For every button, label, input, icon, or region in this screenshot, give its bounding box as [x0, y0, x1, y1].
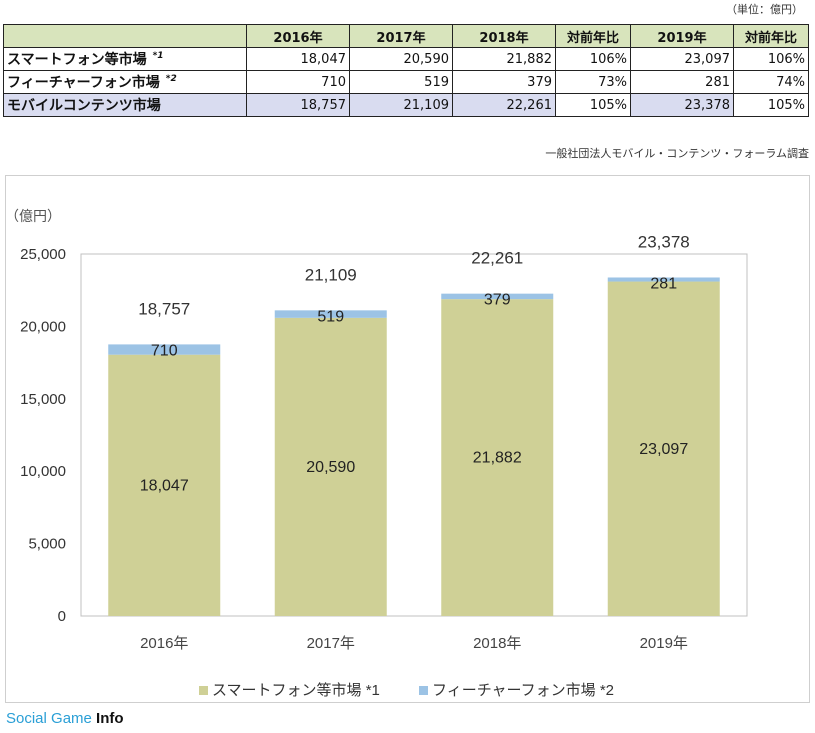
table-cell: 23,097	[630, 47, 734, 71]
x-tick-label: 2019年	[640, 635, 688, 652]
unit-note: （単位：億円）	[726, 3, 803, 16]
bar-smartphone	[607, 281, 720, 616]
table-cell: 18,047	[246, 47, 350, 71]
table-cell: 106%	[555, 47, 631, 71]
data-label-featurephone: 379	[484, 292, 511, 309]
table-cell: 281	[630, 70, 734, 94]
table-cell: 106%	[733, 47, 809, 71]
table-cell: 74%	[733, 70, 809, 94]
data-label-featurephone: 710	[151, 342, 178, 359]
data-label-total: 21,109	[305, 265, 357, 284]
legend-swatch-featurephone	[419, 686, 428, 695]
table-cell: 379	[452, 70, 556, 94]
row-label: スマートフォン等市場 *1	[3, 47, 247, 71]
y-axis-unit-label: （億円）	[6, 208, 61, 224]
table-cell: 21,882	[452, 47, 556, 71]
y-tick-label: 5,000	[28, 536, 66, 553]
x-tick-label: 2018年	[473, 635, 521, 652]
table-row-total: モバイルコンテンツ市場 18,757 21,109 22,261 105% 23…	[3, 93, 809, 117]
legend-label-featurephone: フィーチャーフォン市場 *2	[432, 682, 614, 699]
table-cell: 18,757	[246, 93, 350, 117]
table-cell: 105%	[733, 93, 809, 117]
row-label: フィーチャーフォン市場 *2	[3, 70, 247, 94]
table-header-blank	[3, 24, 247, 48]
table-header-2017: 2017年	[349, 24, 453, 48]
bar-featurephone	[607, 277, 720, 282]
y-tick-label: 25,000	[20, 246, 66, 263]
table-cell: 21,109	[349, 93, 453, 117]
data-label-total: 23,378	[638, 232, 690, 251]
data-label-featurephone: 281	[650, 275, 677, 292]
table-row: フィーチャーフォン市場 *2 710 519 379 73% 281 74%	[3, 70, 809, 94]
table-header-2016: 2016年	[246, 24, 350, 48]
x-tick-label: 2016年	[140, 635, 188, 652]
bar-featurephone	[274, 310, 387, 318]
bar-smartphone	[441, 299, 554, 616]
y-tick-label: 20,000	[20, 318, 66, 335]
stacked-bar-chart: （億円） 0 5,000 10,000 15,000 20,000 25,000 18,047…	[6, 208, 748, 699]
table-header-yoy-2019: 対前年比	[733, 24, 809, 48]
data-label-smartphone: 21,882	[473, 450, 522, 467]
data-label-smartphone: 23,097	[639, 441, 688, 458]
bar-featurephone	[108, 344, 221, 355]
table-header-2018: 2018年	[452, 24, 556, 48]
legend-swatch-smartphone	[199, 686, 208, 695]
table-row: スマートフォン等市場 *1 18,047 20,590 21,882 106% 2…	[3, 47, 809, 71]
chart-frame: （億円） 0 5,000 10,000 15,000 20,000 25,000 18,047…	[5, 175, 810, 703]
table-header-2019: 2019年	[630, 24, 734, 48]
source-note: 一般社団法人モバイル・コンテンツ・フォーラム調査	[545, 147, 809, 160]
data-label-smartphone: 18,047	[140, 477, 189, 494]
table-cell: 23,378	[630, 93, 734, 117]
bar-smartphone	[274, 317, 387, 616]
data-label-featurephone: 519	[317, 308, 344, 325]
table-cell: 710	[246, 70, 350, 94]
row-label: モバイルコンテンツ市場	[3, 93, 247, 117]
table-cell: 22,261	[452, 93, 556, 117]
market-table: 2016年 2017年 2018年 対前年比 2019年 対前年比 スマートフォ…	[3, 24, 809, 117]
table-header-yoy-2018: 対前年比	[555, 24, 631, 48]
y-tick-label: 15,000	[20, 391, 66, 408]
table-header-row: 2016年 2017年 2018年 対前年比 2019年 対前年比	[3, 24, 809, 48]
table-cell: 519	[349, 70, 453, 94]
data-label-smartphone: 20,590	[306, 459, 355, 476]
brand-logo: Social Game Info	[6, 710, 124, 727]
table-cell: 73%	[555, 70, 631, 94]
y-tick-label: 0	[58, 608, 66, 625]
data-label-total: 22,261	[471, 249, 523, 268]
legend-label-smartphone: スマートフォン等市場 *1	[212, 681, 380, 699]
table-cell: 105%	[555, 93, 631, 117]
y-tick-label: 10,000	[20, 463, 66, 480]
bar-smartphone	[108, 354, 221, 616]
x-tick-label: 2017年	[307, 635, 355, 652]
plot-area	[80, 253, 748, 617]
table-cell: 20,590	[349, 47, 453, 71]
data-label-total: 18,757	[138, 299, 190, 318]
bar-featurephone	[441, 293, 554, 300]
